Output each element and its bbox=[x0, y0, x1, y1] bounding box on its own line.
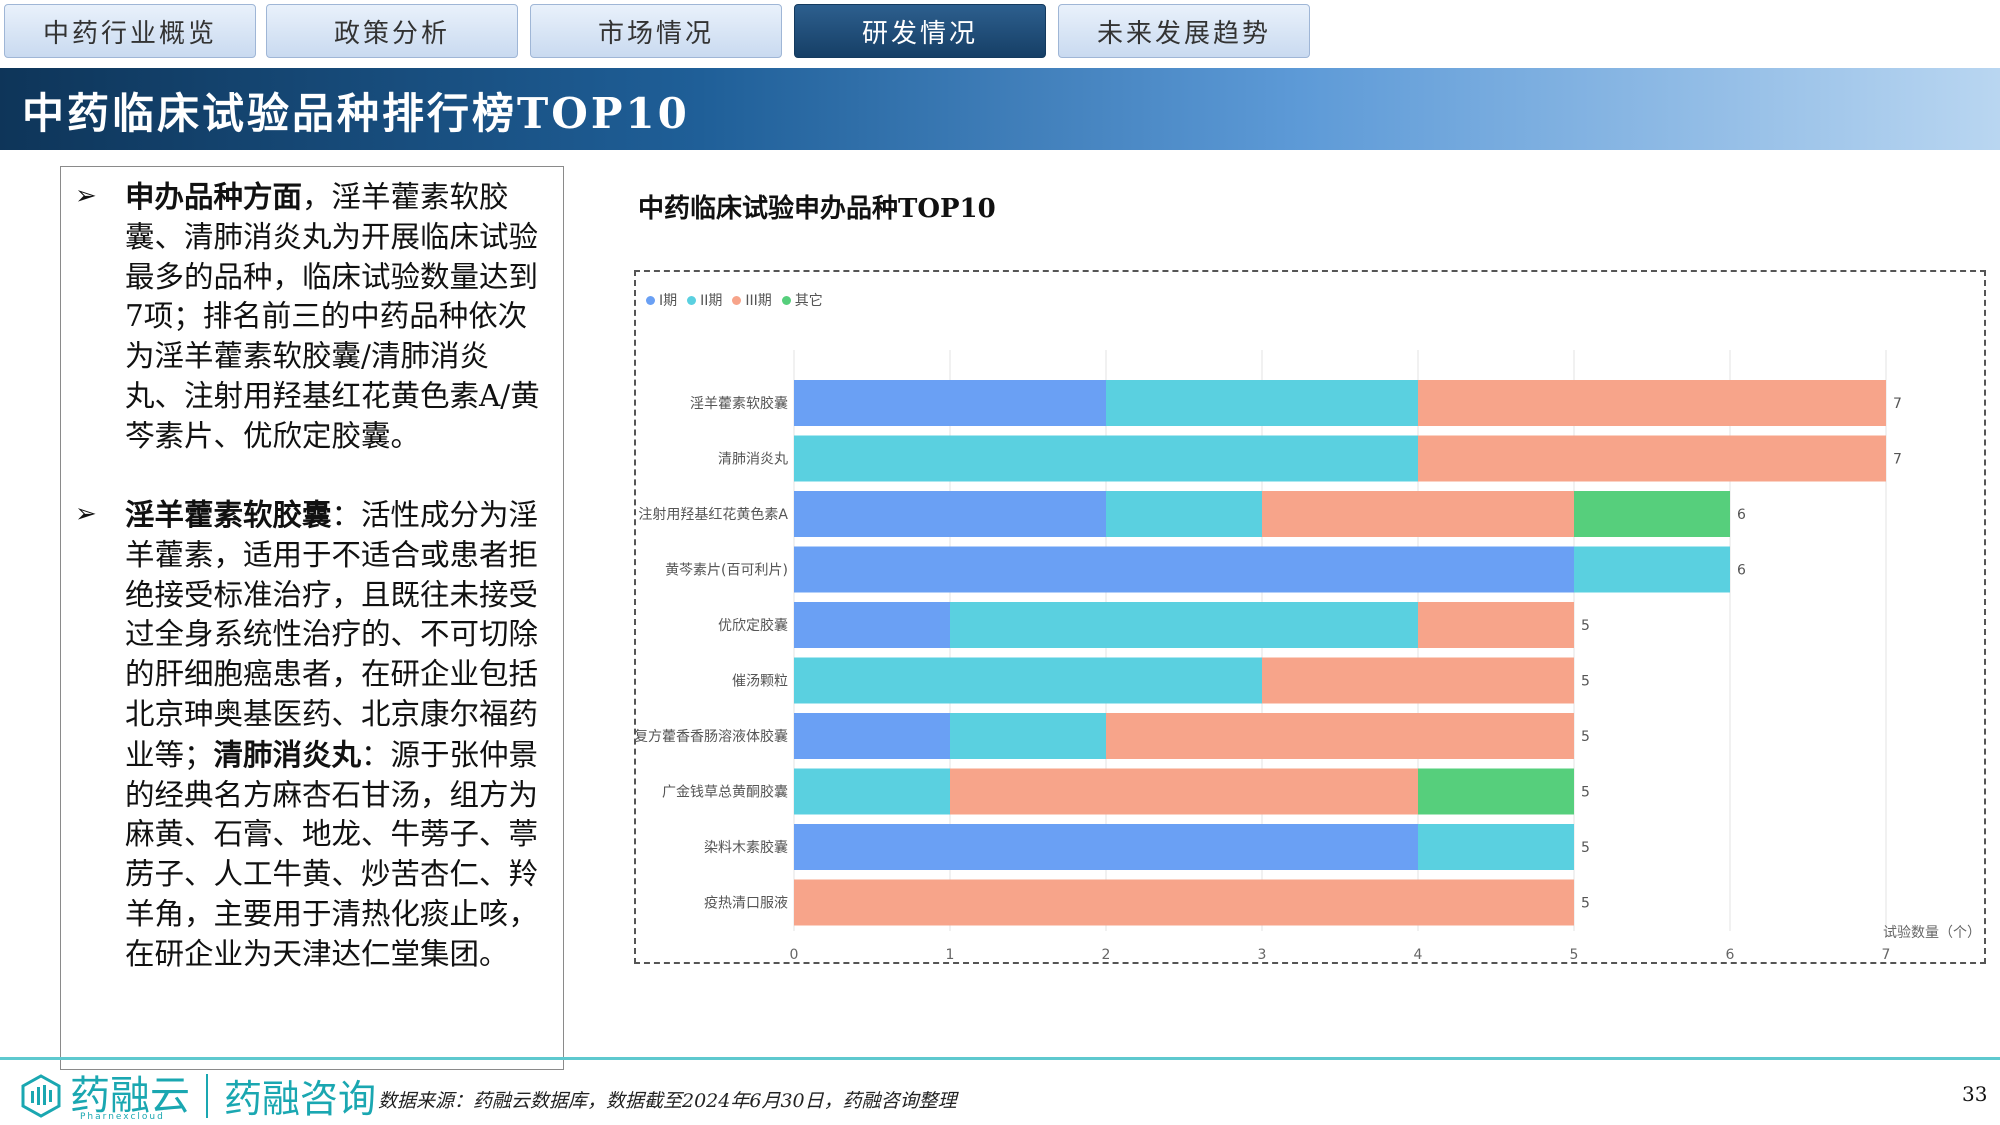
bar-segment bbox=[1418, 435, 1886, 482]
bullet-2-bold: 淫羊藿素软胶囊 bbox=[125, 497, 332, 532]
category-label: 广金钱草总黄酮胶囊 bbox=[662, 784, 788, 801]
bar-segment bbox=[1106, 380, 1418, 426]
bullet-1-bold: 申办品种方面 bbox=[125, 179, 303, 214]
data-label: 6 bbox=[1737, 563, 1746, 579]
data-label: 5 bbox=[1581, 896, 1590, 912]
company-logo: 药融云 Pharnexcloud 药融咨询 bbox=[18, 1068, 376, 1123]
category-label: 清肺消炎丸 bbox=[718, 452, 788, 468]
footer-divider bbox=[0, 1057, 2000, 1060]
tab-policy[interactable]: 政策分析 bbox=[266, 4, 518, 58]
bar-segment bbox=[794, 824, 1418, 870]
category-label: 注射用羟基红花黄色素A bbox=[638, 506, 788, 523]
x-tick-label: 3 bbox=[1258, 947, 1267, 963]
tab-market[interactable]: 市场情况 bbox=[530, 4, 782, 58]
data-label: 5 bbox=[1581, 618, 1590, 634]
legend-item[interactable]: III期 bbox=[732, 290, 772, 310]
x-tick-label: 0 bbox=[790, 947, 799, 963]
data-label: 6 bbox=[1737, 507, 1746, 523]
legend-dot-icon bbox=[732, 295, 742, 305]
chart-legend: I期 II期 III期 其它 bbox=[646, 290, 823, 310]
data-label: 5 bbox=[1581, 674, 1590, 690]
bar-segment bbox=[1418, 602, 1574, 648]
category-label: 染料木素胶囊 bbox=[704, 839, 788, 856]
data-source-note: 数据来源：药融云数据库，数据截至2024年6月30日，药融咨询整理 bbox=[378, 1090, 957, 1112]
bar-segment bbox=[794, 713, 950, 759]
bullet-2-bold-2: 清肺消炎丸 bbox=[213, 736, 362, 772]
bar-segment bbox=[1574, 546, 1730, 593]
bar-chart: 0 1 2 3 4 5 6 7 淫羊藿素软胶囊 7 清肺消炎丸 7 注射用羟基红花黄色素A 6 黄芩素片(百… bbox=[636, 350, 1981, 963]
bar-segment bbox=[794, 768, 950, 815]
legend-item[interactable]: I期 bbox=[646, 290, 677, 310]
bar-segment bbox=[1418, 768, 1574, 815]
text-panel: ➢ 申办品种方面，淫羊藿素软胶囊、清肺消炎丸为开展临床试验最多的品种，临床试验数… bbox=[60, 166, 564, 1070]
x-tick-label: 1 bbox=[946, 947, 955, 963]
bar-segment bbox=[1418, 380, 1886, 426]
bar-segment bbox=[794, 657, 1262, 704]
page-title: 中药临床试验品种排行榜TOP10 bbox=[22, 89, 690, 138]
data-label: 5 bbox=[1581, 729, 1590, 745]
title-banner: 中药临床试验品种排行榜TOP10 bbox=[0, 68, 2000, 150]
tab-future-trends[interactable]: 未来发展趋势 bbox=[1058, 4, 1310, 58]
chart-title: 中药临床试验申办品种TOP10 bbox=[638, 194, 996, 224]
category-label: 疫热清口服液 bbox=[704, 896, 788, 912]
legend-label: III期 bbox=[745, 293, 772, 309]
tab-bar: 中药行业概览 政策分析 市场情况 研发情况 未来发展趋势 bbox=[0, 0, 2000, 62]
arrow-bullet-icon: ➢ bbox=[75, 499, 97, 529]
logo-english-text: Pharnexcloud bbox=[80, 1112, 165, 1122]
x-tick-label: 7 bbox=[1882, 947, 1891, 963]
category-label: 催汤颗粒 bbox=[732, 674, 788, 690]
bar-segment bbox=[794, 435, 1418, 482]
data-label: 5 bbox=[1581, 840, 1590, 856]
legend-dot-icon bbox=[781, 295, 791, 305]
legend-dot-icon bbox=[646, 295, 655, 305]
bar-segment bbox=[1262, 491, 1574, 537]
category-label: 黄芩素片(百可利片) bbox=[665, 562, 788, 579]
category-label: 复方藿香香肠溶液体胶囊 bbox=[636, 728, 788, 745]
bar-segment bbox=[794, 602, 950, 648]
logo-text: 药融云 bbox=[70, 1072, 190, 1119]
bullet-2-body-2: ：源于张仲景的经典名方麻杏石甘汤，组方为麻黄、石膏、地龙、牛蒡子、葶苈子、人工牛… bbox=[125, 737, 539, 971]
category-label: 淫羊藿素软胶囊 bbox=[690, 395, 788, 412]
bar-segment bbox=[950, 602, 1418, 648]
data-label: 7 bbox=[1893, 396, 1902, 412]
legend-label: II期 bbox=[700, 293, 723, 309]
logo-consulting-text: 药融咨询 bbox=[224, 1077, 377, 1121]
x-tick-label: 2 bbox=[1102, 947, 1111, 963]
bar-segment bbox=[794, 380, 1106, 426]
x-axis-title: 试验数量（个） bbox=[1883, 925, 1981, 941]
legend-label: 其它 bbox=[794, 293, 823, 309]
bullet-2: ➢ 淫羊藿素软胶囊：活性成分为淫羊藿素，适用于不适合或患者拒绝接受标准治疗，且既… bbox=[75, 495, 547, 975]
bar-segment bbox=[1106, 491, 1262, 537]
data-label: 5 bbox=[1581, 785, 1590, 801]
bar-segment bbox=[794, 879, 1574, 926]
x-tick-label: 6 bbox=[1726, 947, 1735, 963]
bullet-1: ➢ 申办品种方面，淫羊藿素软胶囊、清肺消炎丸为开展临床试验最多的品种，临床试验数… bbox=[75, 177, 547, 457]
legend-dot-icon bbox=[687, 295, 697, 305]
pharnexcloud-logo-icon bbox=[21, 1073, 61, 1118]
bar-segment bbox=[794, 491, 1106, 537]
legend-item[interactable]: 其它 bbox=[781, 290, 823, 310]
x-tick-label: 4 bbox=[1414, 947, 1423, 963]
bar-segment bbox=[1574, 491, 1730, 537]
bar-segment bbox=[1106, 713, 1574, 759]
category-label: 优欣定胶囊 bbox=[718, 617, 788, 634]
page-number: 33 bbox=[1962, 1082, 1988, 1106]
x-tick-label: 5 bbox=[1570, 947, 1579, 963]
chart-container: 0 1 2 3 4 5 6 7 淫羊藿素软胶囊 7 清肺消炎丸 7 注射用羟基红花黄色素A 6 黄芩素片(百… bbox=[634, 270, 1986, 964]
bar-segment bbox=[794, 546, 1574, 593]
bar-segment bbox=[950, 713, 1106, 759]
bar-segment bbox=[950, 768, 1418, 815]
bar-segment bbox=[1262, 657, 1574, 704]
logo-separator bbox=[206, 1073, 208, 1118]
legend-item[interactable]: II期 bbox=[687, 290, 722, 310]
tab-rnd[interactable]: 研发情况 bbox=[794, 4, 1046, 58]
arrow-bullet-icon: ➢ bbox=[75, 181, 97, 211]
bullet-1-body: ，淫羊藿素软胶囊、清肺消炎丸为开展临床试验最多的品种，临床试验数量达到7项；排名… bbox=[125, 180, 540, 453]
legend-label: I期 bbox=[659, 293, 678, 309]
tab-overview[interactable]: 中药行业概览 bbox=[4, 4, 256, 58]
data-label: 7 bbox=[1893, 452, 1902, 468]
bar-segment bbox=[1418, 824, 1574, 870]
bullet-2-body-1: ：活性成分为淫羊藿素，适用于不适合或患者拒绝接受标准治疗，且既往未接受过全身系统… bbox=[125, 498, 539, 772]
